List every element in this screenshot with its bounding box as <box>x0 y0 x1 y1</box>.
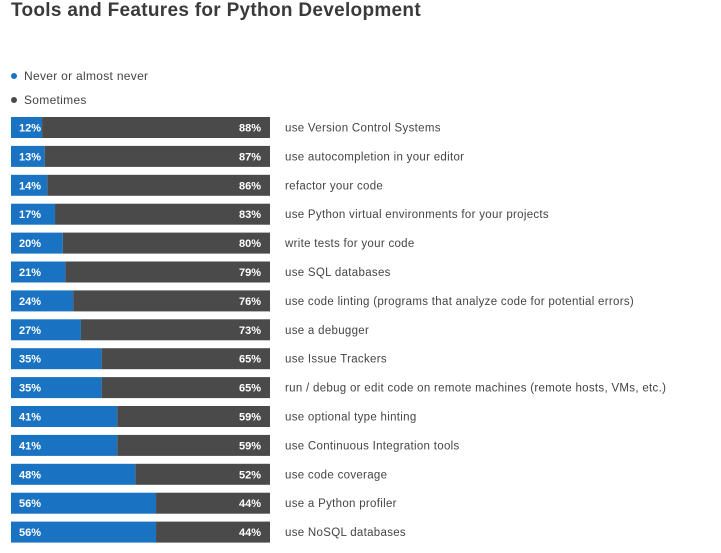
bar-never-2 <box>11 174 48 196</box>
bar-sometimes-13 <box>156 492 270 514</box>
data-label-never-4: 20% <box>19 238 41 250</box>
category-label-3: use Python virtual environments for your… <box>285 209 549 221</box>
category-label-0: use Version Control Systems <box>285 123 441 135</box>
legend: Never or almost never Sometimes <box>11 64 148 112</box>
legend-item-never: Never or almost never <box>11 64 148 88</box>
bar-never-0 <box>11 117 43 138</box>
data-label-sometimes-0: 88% <box>239 123 261 135</box>
bar-sometimes-0 <box>42 117 270 138</box>
category-label-5: use SQL databases <box>285 267 391 279</box>
data-label-sometimes-11: 59% <box>239 440 261 452</box>
bar-sometimes-14 <box>156 521 270 543</box>
data-label-never-10: 41% <box>19 412 41 424</box>
data-label-sometimes-12: 52% <box>239 469 261 481</box>
data-label-sometimes-9: 65% <box>239 383 261 395</box>
bar-never-7 <box>11 319 81 341</box>
data-label-sometimes-14: 44% <box>239 527 261 539</box>
data-label-sometimes-5: 79% <box>239 267 261 279</box>
data-label-never-13: 56% <box>19 498 41 510</box>
bar-sometimes-12 <box>135 463 270 485</box>
category-label-11: use Continuous Integration tools <box>285 440 460 452</box>
data-label-never-8: 35% <box>19 354 41 366</box>
bar-sometimes-2 <box>47 174 271 196</box>
bar-never-8 <box>11 348 102 370</box>
bar-never-4 <box>11 232 63 254</box>
data-label-never-5: 21% <box>19 267 41 279</box>
legend-swatch-sometimes <box>11 97 17 103</box>
bar-never-10 <box>11 406 118 427</box>
bar-sometimes-4 <box>62 232 270 254</box>
bar-sometimes-6 <box>73 290 270 312</box>
data-label-sometimes-4: 80% <box>239 238 261 250</box>
bar-never-6 <box>11 290 74 312</box>
data-label-never-7: 27% <box>19 325 41 337</box>
category-label-12: use code coverage <box>285 469 387 481</box>
bar-never-12 <box>11 463 136 485</box>
data-label-sometimes-2: 86% <box>239 180 261 192</box>
data-label-never-9: 35% <box>19 383 41 395</box>
data-label-never-6: 24% <box>19 296 41 308</box>
data-label-never-14: 56% <box>19 527 41 539</box>
legend-label-sometimes: Sometimes <box>24 93 87 107</box>
data-label-sometimes-6: 76% <box>239 296 261 308</box>
bar-never-14 <box>11 521 157 543</box>
data-label-sometimes-10: 59% <box>239 412 261 424</box>
data-label-never-3: 17% <box>19 209 41 221</box>
category-label-1: use autocompletion in your editor <box>285 151 464 163</box>
data-label-never-11: 41% <box>19 440 41 452</box>
bar-sometimes-10 <box>117 406 270 427</box>
bar-sometimes-1 <box>44 145 270 167</box>
category-label-10: use optional type hinting <box>285 412 417 424</box>
bar-never-11 <box>11 434 118 456</box>
bar-never-9 <box>11 377 102 399</box>
category-label-4: write tests for your code <box>284 238 415 250</box>
bar-never-5 <box>11 261 66 283</box>
category-label-7: use a debugger <box>285 325 369 337</box>
data-label-sometimes-7: 73% <box>239 325 261 337</box>
category-label-13: use a Python profiler <box>285 498 397 510</box>
bar-sometimes-8 <box>101 348 271 370</box>
bar-sometimes-7 <box>80 319 271 341</box>
data-label-never-2: 14% <box>19 180 41 192</box>
bar-sometimes-9 <box>101 377 271 399</box>
bar-never-13 <box>11 492 157 514</box>
bar-sometimes-3 <box>55 203 270 225</box>
data-label-sometimes-1: 87% <box>239 151 261 163</box>
data-label-sometimes-8: 65% <box>239 354 261 366</box>
data-label-never-1: 13% <box>19 151 41 163</box>
category-label-6: use code linting (programs that analyze … <box>285 296 634 308</box>
category-label-9: run / debug or edit code on remote machi… <box>285 383 666 395</box>
category-label-14: use NoSQL databases <box>285 527 406 539</box>
bar-never-3 <box>11 203 56 225</box>
legend-swatch-never <box>11 73 17 79</box>
category-label-2: refactor your code <box>285 180 383 192</box>
bar-sometimes-5 <box>65 261 270 283</box>
legend-label-never: Never or almost never <box>24 69 149 83</box>
data-label-never-12: 48% <box>19 469 41 481</box>
data-label-sometimes-3: 83% <box>239 209 261 221</box>
legend-item-sometimes: Sometimes <box>11 88 148 112</box>
data-label-sometimes-13: 44% <box>239 498 261 510</box>
data-label-never-0: 12% <box>19 123 41 135</box>
category-label-8: use Issue Trackers <box>285 354 387 366</box>
bar-sometimes-11 <box>117 434 270 456</box>
chart-title: Tools and Features for Python Developmen… <box>11 0 421 21</box>
bar-never-1 <box>11 145 45 167</box>
